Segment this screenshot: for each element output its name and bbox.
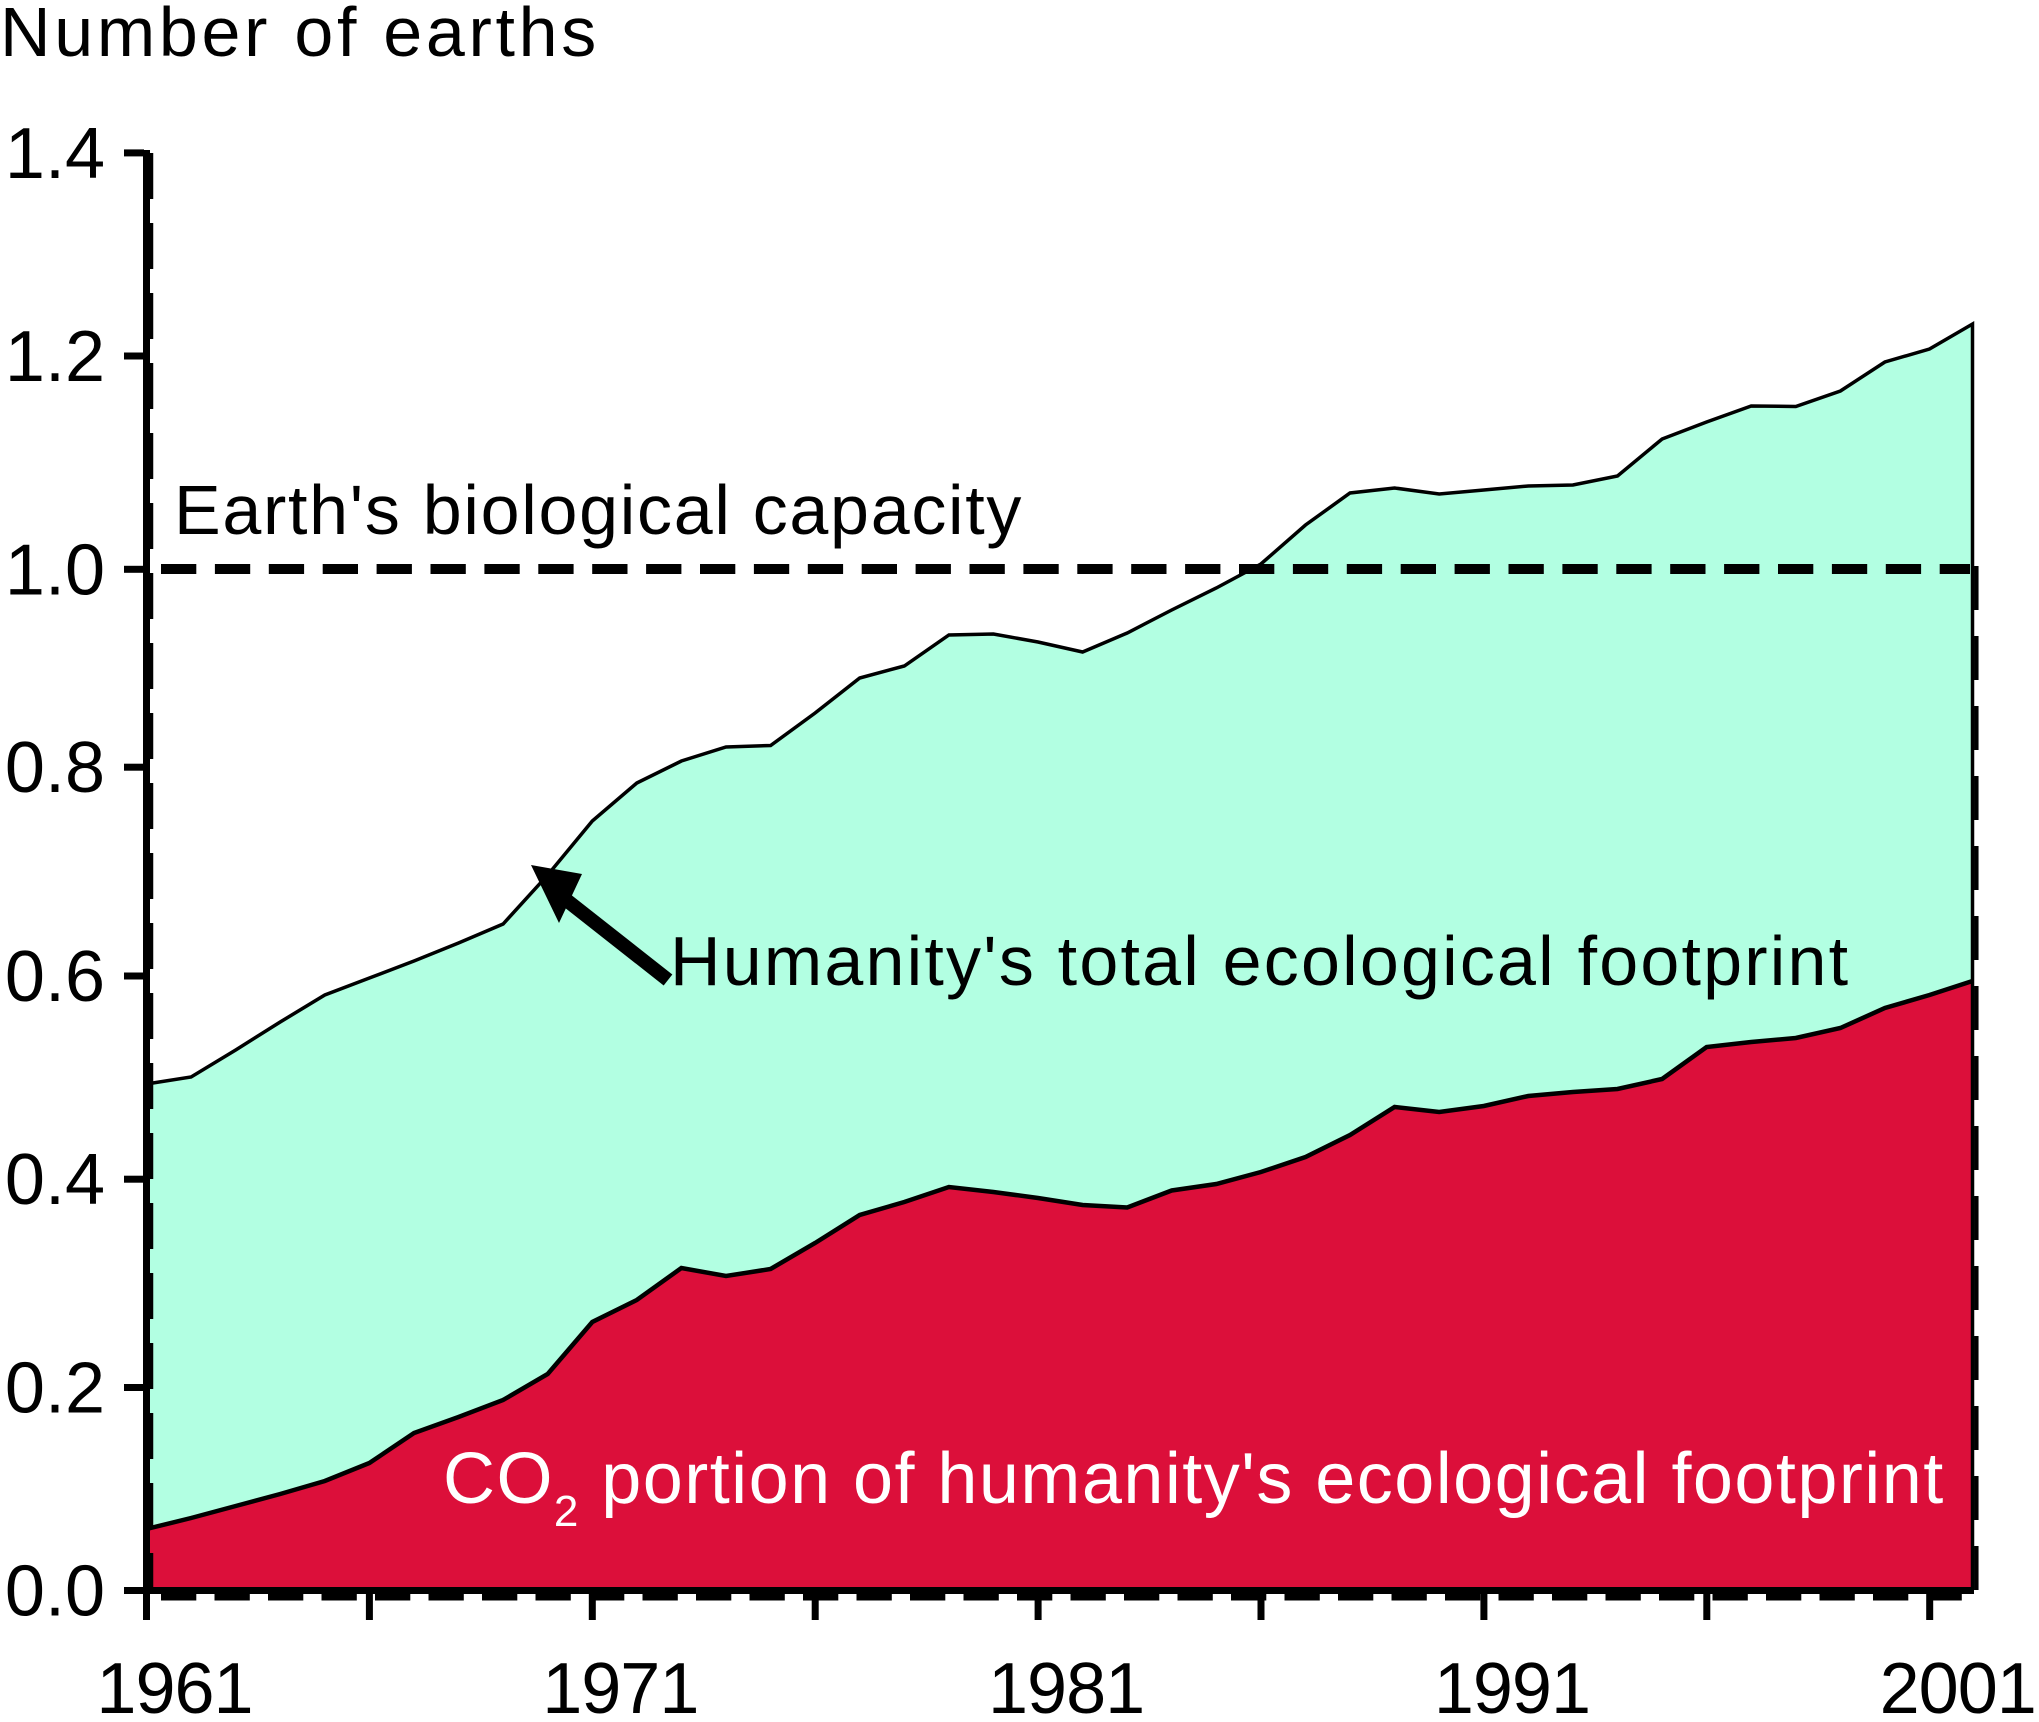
svg-text:0.8: 0.8 bbox=[5, 728, 105, 808]
svg-text:0.2: 0.2 bbox=[5, 1349, 105, 1429]
svg-text:0.0: 0.0 bbox=[5, 1552, 105, 1632]
svg-text:1991: 1991 bbox=[1434, 1649, 1590, 1722]
svg-text:1961: 1961 bbox=[96, 1649, 252, 1722]
svg-text:0.4: 0.4 bbox=[5, 1140, 105, 1220]
svg-text:1.4: 1.4 bbox=[5, 114, 105, 194]
svg-text:CO2 portion of humanity's ecol: CO2 portion of humanity's ecological foo… bbox=[443, 1439, 1945, 1536]
svg-text:0.6: 0.6 bbox=[5, 937, 105, 1017]
svg-text:Number of earths: Number of earths bbox=[0, 0, 600, 71]
svg-text:1981: 1981 bbox=[988, 1649, 1144, 1722]
svg-text:1.2: 1.2 bbox=[5, 317, 105, 397]
svg-text:Humanity's total ecological fo: Humanity's total ecological footprint bbox=[670, 922, 1850, 1000]
svg-text:Earth's biological capacity: Earth's biological capacity bbox=[174, 471, 1023, 549]
svg-text:2001: 2001 bbox=[1880, 1649, 2036, 1722]
svg-text:1971: 1971 bbox=[542, 1649, 698, 1722]
svg-text:1.0: 1.0 bbox=[5, 530, 105, 610]
